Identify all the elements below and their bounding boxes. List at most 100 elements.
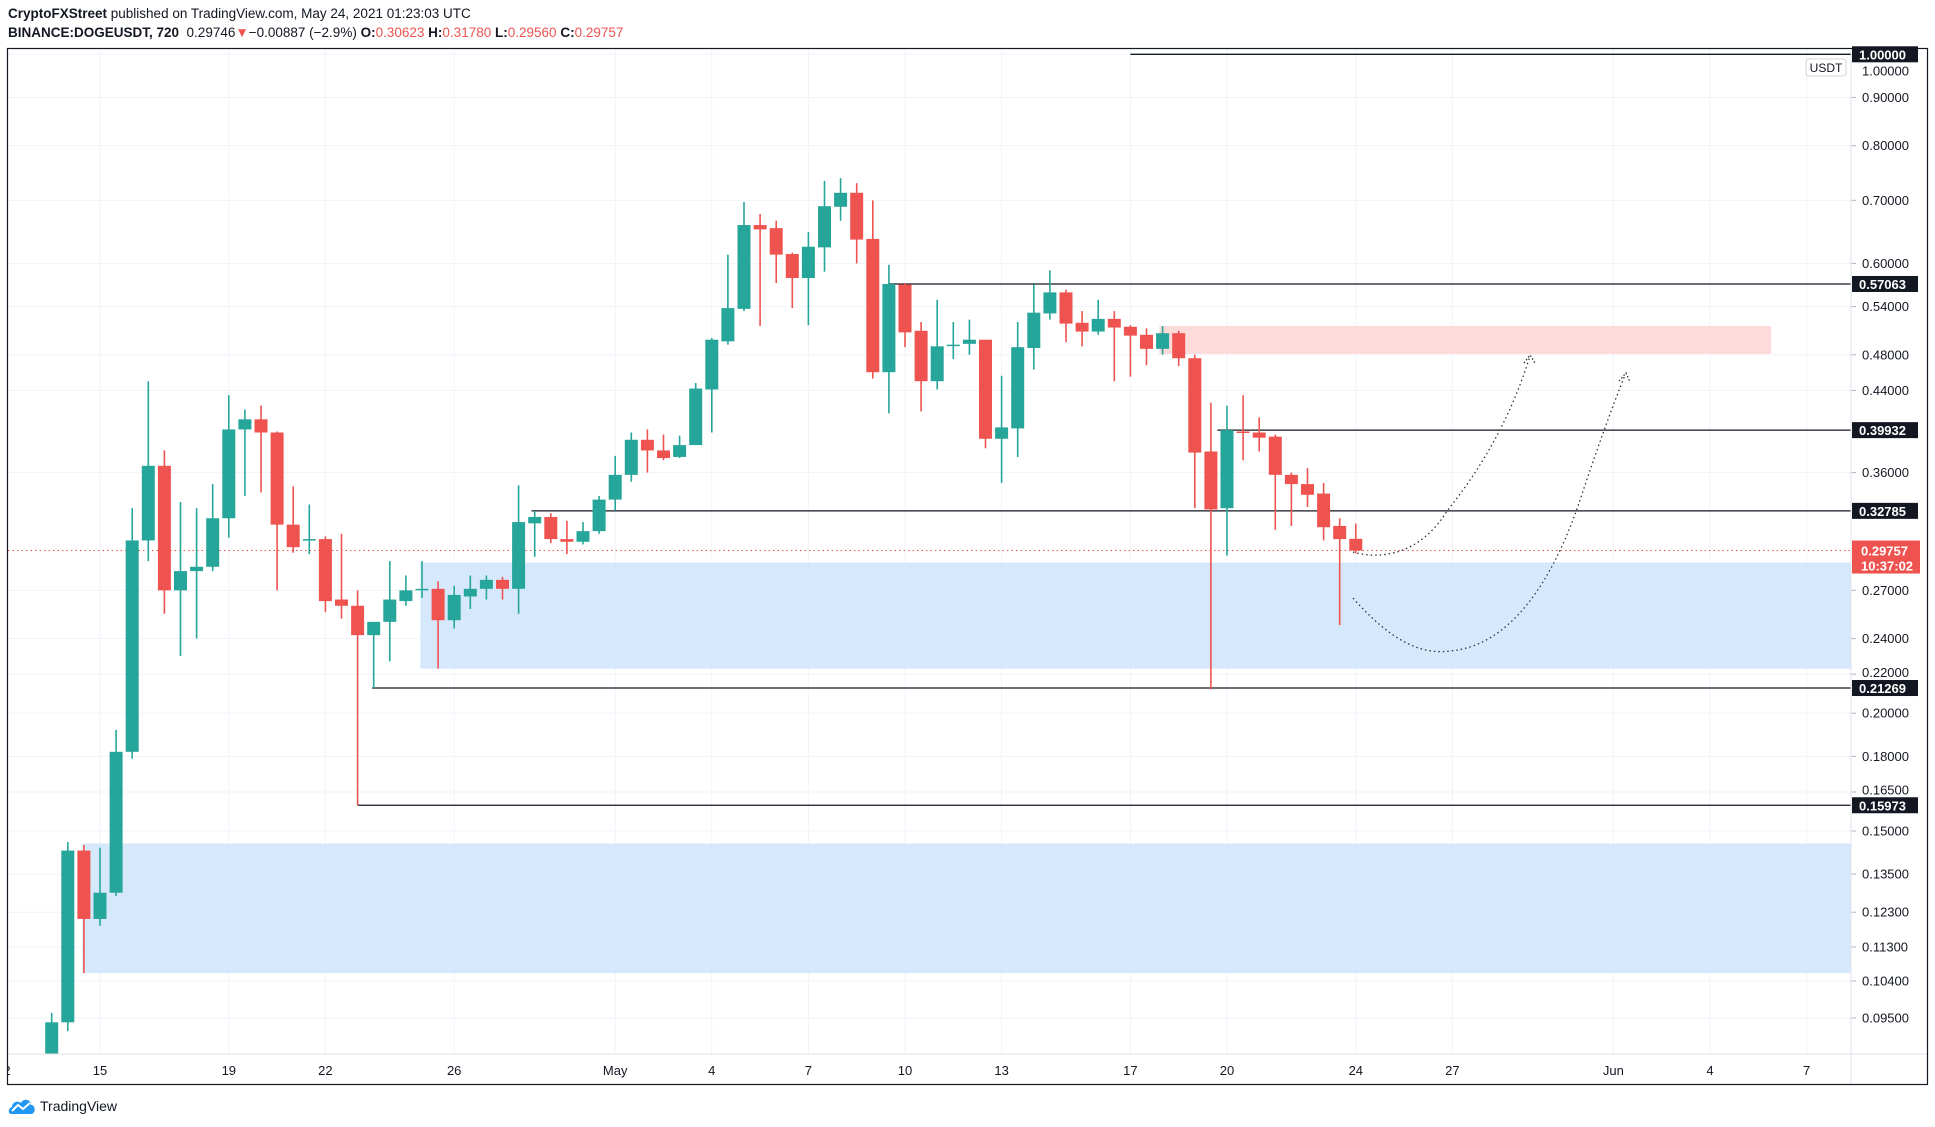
candle-body: [206, 518, 220, 567]
candle: [818, 180, 831, 272]
demand-zone: [82, 843, 1851, 974]
candle: [769, 220, 783, 283]
candle: [174, 502, 187, 656]
candle: [1284, 472, 1298, 526]
candle: [624, 432, 638, 482]
candle: [1027, 284, 1041, 370]
candle: [157, 450, 171, 614]
candle: [318, 536, 332, 613]
price-tick-label: 1.00000: [1862, 63, 1909, 78]
candle: [447, 585, 461, 629]
candle-body: [866, 238, 880, 373]
candle-body: [335, 599, 348, 606]
candle-body: [753, 225, 767, 230]
candle-body: [1204, 451, 1218, 510]
candle-body: [318, 539, 332, 602]
candle-body: [512, 522, 526, 589]
currency-badge: [1805, 58, 1847, 77]
candle: [512, 485, 526, 614]
candle: [1156, 325, 1170, 355]
candle: [850, 183, 864, 264]
author-name[interactable]: CryptoFXStreet: [8, 6, 108, 21]
projection-arrows: [1352, 353, 1631, 653]
candle-body: [174, 571, 187, 591]
candle: [141, 381, 155, 562]
price-axis[interactable]: 1.00000 0.90000 0.80000 0.70000 0.60000 0.540…: [1805, 46, 1920, 1025]
candle-body: [560, 539, 574, 542]
candle: [560, 520, 574, 555]
candle: [270, 431, 284, 591]
candle-body: [592, 499, 606, 532]
candle-body: [463, 588, 477, 597]
candle-body: [801, 246, 815, 279]
publish-info: CryptoFXStreet published on TradingView.…: [8, 6, 471, 21]
candle: [657, 434, 670, 461]
candle: [238, 409, 252, 496]
candle-countdown: 10:37:02: [1861, 559, 1913, 574]
candle-body: [1107, 318, 1121, 328]
candle-body: [222, 429, 236, 519]
time-axis[interactable]: 12 15 19 22 26 May 4 7 10 13 17 20 24 27 Jun 4 7: [0, 1063, 1810, 1078]
candle: [979, 339, 992, 449]
candle: [737, 202, 751, 312]
level-price-label: 0.57063: [1859, 277, 1906, 292]
candle: [190, 508, 204, 639]
candle: [898, 282, 912, 348]
change-value: −0.00887 (−2.9%): [248, 25, 357, 40]
date-tick-label: 24: [1349, 1063, 1363, 1078]
level-price-label: 1.00000: [1859, 47, 1906, 62]
candle-body: [61, 850, 75, 1023]
price-tick-label: 0.90000: [1862, 90, 1909, 105]
candle-body: [528, 516, 542, 524]
price-tick-label: 0.48000: [1862, 347, 1909, 362]
candle: [962, 319, 976, 355]
date-tick-label: May: [603, 1063, 628, 1078]
candle: [206, 484, 220, 572]
projection-arrow-1: [1352, 355, 1531, 556]
candle-body: [109, 751, 123, 893]
date-tick-label: 4: [708, 1063, 715, 1078]
candle-body: [302, 539, 316, 541]
candle: [1301, 468, 1314, 507]
levels: [8, 53, 1851, 806]
candle: [1107, 311, 1121, 382]
candle-body: [1123, 326, 1137, 336]
candle-body: [1156, 333, 1170, 349]
chart-frame: [6, 47, 1929, 1086]
candle: [576, 522, 590, 545]
candle: [721, 254, 735, 345]
candle: [705, 338, 719, 433]
price-tick-label: 0.60000: [1862, 256, 1909, 271]
candle-body: [496, 579, 509, 589]
candle: [254, 405, 268, 493]
close-value: 0.29757: [574, 25, 624, 40]
candle-body: [45, 1022, 59, 1054]
candle: [1252, 417, 1266, 452]
currency-label: USDT: [1810, 61, 1843, 75]
price-tick-label: 0.80000: [1862, 138, 1909, 153]
candle: [689, 383, 703, 446]
date-tick-label: 22: [318, 1063, 332, 1078]
date-tick-label: 7: [1803, 1063, 1810, 1078]
candle: [383, 561, 397, 662]
candle-body: [77, 850, 91, 919]
open-value: 0.30623: [375, 25, 425, 40]
candle: [1236, 395, 1250, 461]
tradingview-logo[interactable]: TradingView: [8, 1097, 117, 1115]
high-label: H:: [428, 25, 443, 40]
level-price-label: 0.39932: [1859, 423, 1906, 438]
candle-body: [898, 284, 912, 333]
candle-body: [1220, 430, 1234, 509]
candle-body: [238, 419, 252, 430]
candle-body: [286, 524, 300, 548]
candle: [222, 395, 236, 538]
date-tick-label: 20: [1220, 1063, 1234, 1078]
projection-arrow-2: [1352, 374, 1626, 653]
candle: [1317, 482, 1331, 541]
supply-zone: [1159, 325, 1772, 354]
candle: [930, 299, 944, 390]
candle-body: [351, 605, 365, 636]
candle: [1172, 330, 1186, 367]
publish-text: published on TradingView.com, May 24, 20…: [110, 6, 471, 21]
